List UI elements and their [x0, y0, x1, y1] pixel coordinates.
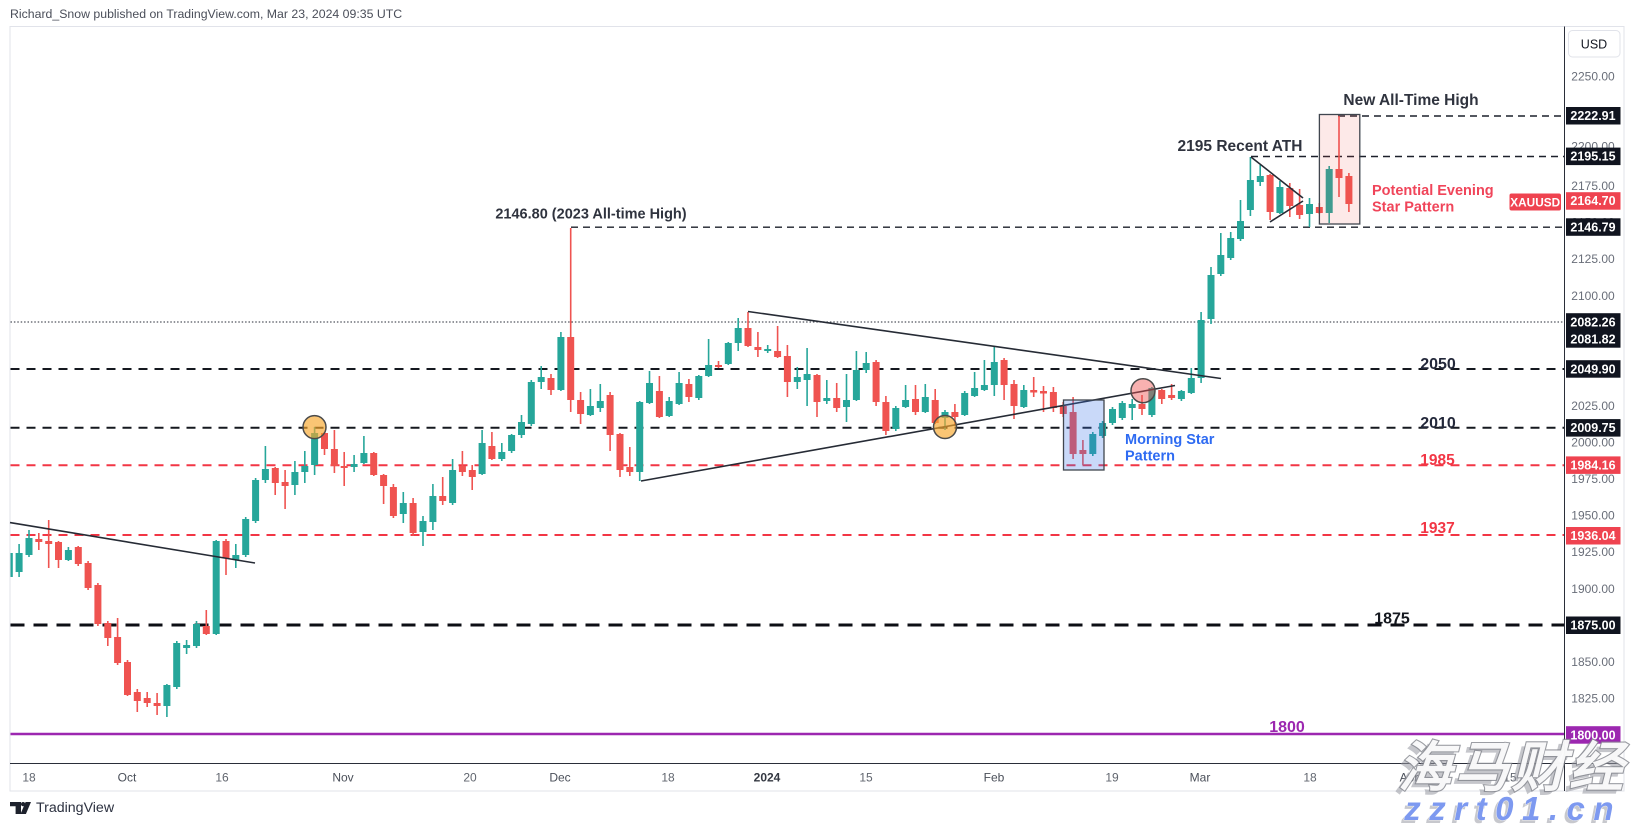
svg-text:Star Pattern: Star Pattern — [1372, 200, 1454, 216]
svg-text:15: 15 — [859, 771, 873, 785]
svg-text:1936.04: 1936.04 — [1570, 529, 1615, 543]
svg-text:2049.90: 2049.90 — [1570, 362, 1615, 376]
svg-text:2010: 2010 — [1420, 415, 1456, 432]
svg-text:18: 18 — [661, 771, 675, 785]
svg-text:1925.00: 1925.00 — [1571, 545, 1615, 559]
svg-text:1984.16: 1984.16 — [1570, 459, 1615, 473]
svg-text:1850.00: 1850.00 — [1571, 655, 1615, 669]
svg-text:2146.80 (2023 All-time High): 2146.80 (2023 All-time High) — [495, 207, 686, 223]
svg-text:1985: 1985 — [1420, 452, 1455, 469]
svg-text:Potential Evening: Potential Evening — [1372, 183, 1494, 199]
svg-text:2024: 2024 — [754, 771, 781, 785]
svg-text:2009.75: 2009.75 — [1570, 421, 1615, 435]
svg-text:zzrt01.cn: zzrt01.cn — [1403, 790, 1622, 827]
svg-text:2125.00: 2125.00 — [1571, 252, 1615, 266]
svg-text:zzrt01.cn: zzrt01.cn — [1400, 793, 1619, 827]
svg-text:15: 15 — [1503, 771, 1517, 785]
svg-text:18: 18 — [22, 771, 36, 785]
svg-text:2146.79: 2146.79 — [1570, 220, 1615, 234]
svg-text:1800: 1800 — [1269, 719, 1305, 736]
svg-text:1900.00: 1900.00 — [1571, 582, 1615, 596]
svg-text:18: 18 — [1303, 771, 1317, 785]
svg-text:Nov: Nov — [332, 771, 353, 785]
svg-text:Mar: Mar — [1190, 771, 1211, 785]
svg-text:2050: 2050 — [1420, 356, 1456, 373]
svg-text:Apr: Apr — [1400, 771, 1419, 785]
svg-text:2000.00: 2000.00 — [1571, 435, 1615, 449]
svg-text:Feb: Feb — [984, 771, 1005, 785]
svg-text:1875: 1875 — [1374, 611, 1410, 628]
svg-text:2100.00: 2100.00 — [1571, 289, 1615, 303]
svg-text:1825.00: 1825.00 — [1571, 692, 1615, 706]
svg-text:1975.00: 1975.00 — [1571, 472, 1615, 486]
svg-text:Pattern: Pattern — [1125, 449, 1175, 465]
svg-text:New All-Time High: New All-Time High — [1343, 92, 1478, 109]
svg-text:2025.00: 2025.00 — [1571, 399, 1615, 413]
svg-text:Dec: Dec — [549, 771, 570, 785]
svg-text:USD: USD — [1581, 38, 1607, 52]
svg-text:Oct: Oct — [118, 771, 137, 785]
svg-text:2222.91: 2222.91 — [1570, 109, 1615, 123]
svg-text:20: 20 — [463, 771, 477, 785]
svg-text:Morning Star: Morning Star — [1125, 432, 1215, 448]
svg-text:海马财经: 海马财经 — [1398, 738, 1629, 798]
svg-text:2081.82: 2081.82 — [1570, 332, 1615, 346]
svg-text:2164.70: 2164.70 — [1570, 194, 1615, 208]
svg-text:海马财经: 海马财经 — [1393, 742, 1624, 802]
svg-text:1800.00: 1800.00 — [1570, 728, 1615, 742]
svg-text:1937: 1937 — [1420, 520, 1454, 537]
svg-text:2250.00: 2250.00 — [1571, 69, 1615, 83]
svg-text:XAUUSD: XAUUSD — [1510, 196, 1560, 210]
svg-text:19: 19 — [1105, 771, 1119, 785]
svg-text:2175.00: 2175.00 — [1571, 179, 1615, 193]
svg-text:16: 16 — [215, 771, 229, 785]
svg-text:1875.00: 1875.00 — [1570, 619, 1615, 633]
svg-text:1950.00: 1950.00 — [1571, 509, 1615, 523]
svg-text:2195.15: 2195.15 — [1570, 150, 1615, 164]
svg-text:2082.26: 2082.26 — [1570, 315, 1615, 329]
svg-text:2195 Recent ATH: 2195 Recent ATH — [1178, 138, 1303, 155]
